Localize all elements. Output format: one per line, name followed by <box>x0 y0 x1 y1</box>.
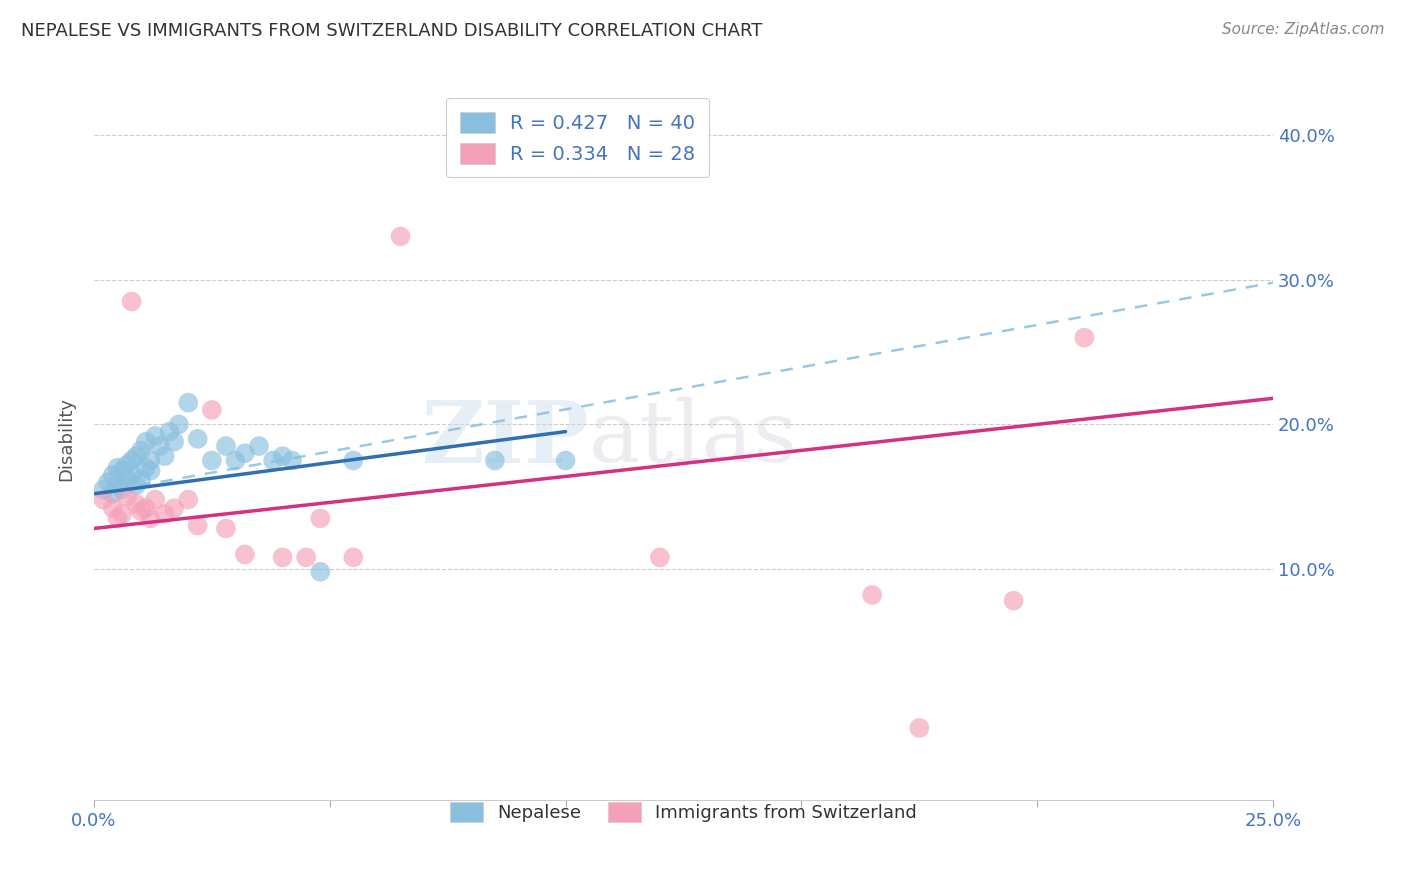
Point <box>153 507 176 521</box>
Point <box>139 511 162 525</box>
Point <box>93 492 115 507</box>
Point <box>187 432 209 446</box>
Point <box>309 511 332 525</box>
Point <box>115 472 138 486</box>
Point <box>342 550 364 565</box>
Point <box>201 403 224 417</box>
Point <box>143 492 166 507</box>
Point <box>167 417 190 432</box>
Point <box>1073 331 1095 345</box>
Point <box>107 478 129 492</box>
Point <box>177 395 200 409</box>
Point <box>215 521 238 535</box>
Point <box>389 229 412 244</box>
Point <box>201 453 224 467</box>
Point <box>149 439 172 453</box>
Point <box>163 501 186 516</box>
Point <box>135 501 157 516</box>
Point <box>554 453 576 467</box>
Point <box>115 490 138 504</box>
Point <box>153 449 176 463</box>
Point <box>648 550 671 565</box>
Point <box>107 460 129 475</box>
Point <box>187 518 209 533</box>
Point <box>135 460 157 475</box>
Point <box>101 487 124 501</box>
Point <box>224 453 246 467</box>
Point <box>101 467 124 482</box>
Point <box>1002 593 1025 607</box>
Point <box>309 565 332 579</box>
Text: ZIP: ZIP <box>422 397 589 481</box>
Point <box>121 467 143 482</box>
Point <box>115 458 138 472</box>
Point <box>129 472 152 486</box>
Point <box>271 449 294 463</box>
Point <box>111 507 134 521</box>
Text: NEPALESE VS IMMIGRANTS FROM SWITZERLAND DISABILITY CORRELATION CHART: NEPALESE VS IMMIGRANTS FROM SWITZERLAND … <box>21 22 762 40</box>
Point <box>107 511 129 525</box>
Point <box>484 453 506 467</box>
Point <box>121 453 143 467</box>
Point <box>135 434 157 449</box>
Point <box>177 492 200 507</box>
Y-axis label: Disability: Disability <box>58 397 75 481</box>
Point <box>860 588 883 602</box>
Point <box>101 501 124 516</box>
Point <box>125 478 148 492</box>
Point <box>97 475 120 490</box>
Point <box>233 446 256 460</box>
Legend: Nepalese, Immigrants from Switzerland: Nepalese, Immigrants from Switzerland <box>437 789 929 835</box>
Point <box>111 483 134 497</box>
Point <box>143 429 166 443</box>
Point <box>233 548 256 562</box>
Point <box>271 550 294 565</box>
Point <box>281 453 304 467</box>
Point <box>129 443 152 458</box>
Point <box>139 453 162 467</box>
Text: Source: ZipAtlas.com: Source: ZipAtlas.com <box>1222 22 1385 37</box>
Point <box>139 464 162 478</box>
Point <box>157 425 180 439</box>
Point <box>295 550 318 565</box>
Point <box>908 721 931 735</box>
Point <box>342 453 364 467</box>
Point <box>125 449 148 463</box>
Point <box>262 453 284 467</box>
Point <box>129 504 152 518</box>
Text: atlas: atlas <box>589 397 799 481</box>
Point <box>215 439 238 453</box>
Point <box>111 464 134 478</box>
Point <box>163 434 186 449</box>
Point <box>125 497 148 511</box>
Point <box>247 439 270 453</box>
Point <box>93 483 115 497</box>
Point <box>121 294 143 309</box>
